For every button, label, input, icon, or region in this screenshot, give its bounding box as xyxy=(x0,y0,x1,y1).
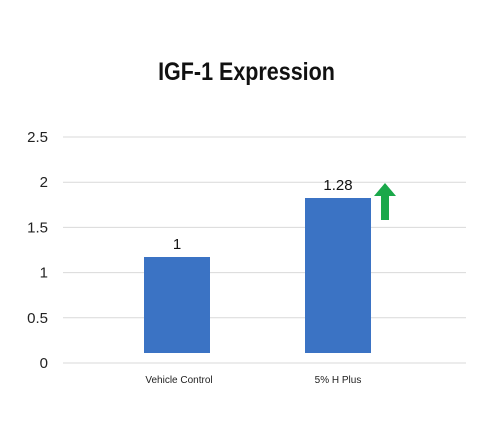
y-tick-label: 2.5 xyxy=(27,129,48,146)
bars xyxy=(144,198,371,353)
y-tick-label: 0 xyxy=(40,355,48,372)
y-tick-label: 0.5 xyxy=(27,310,48,327)
data-label: 1.28 xyxy=(323,177,352,194)
x-tick-label: Vehicle Control xyxy=(145,375,212,386)
gridlines xyxy=(63,136,466,364)
x-axis-tick-labels: Vehicle Control 5% H Plus xyxy=(145,375,361,386)
y-axis-tick-labels: 0 0.5 1 1.5 2 2.5 xyxy=(27,129,48,372)
chart-title: IGF-1 Expression xyxy=(158,58,335,86)
data-labels: 11.28 xyxy=(173,177,353,253)
up-arrow-icon xyxy=(374,183,396,220)
y-tick-label: 1 xyxy=(40,265,48,282)
bar-vehicle-control xyxy=(144,257,210,353)
x-tick-label: 5% H Plus xyxy=(315,375,362,386)
data-label: 1 xyxy=(173,236,181,253)
y-tick-label: 1.5 xyxy=(27,219,48,236)
y-tick-label: 2 xyxy=(40,174,48,191)
annotations xyxy=(374,183,396,220)
bar-5-h-plus xyxy=(305,198,371,353)
